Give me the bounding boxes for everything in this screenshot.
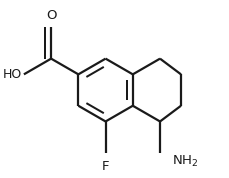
Text: F: F bbox=[101, 160, 109, 173]
Text: O: O bbox=[46, 9, 56, 22]
Text: NH$_2$: NH$_2$ bbox=[171, 154, 197, 169]
Text: HO: HO bbox=[3, 68, 22, 81]
